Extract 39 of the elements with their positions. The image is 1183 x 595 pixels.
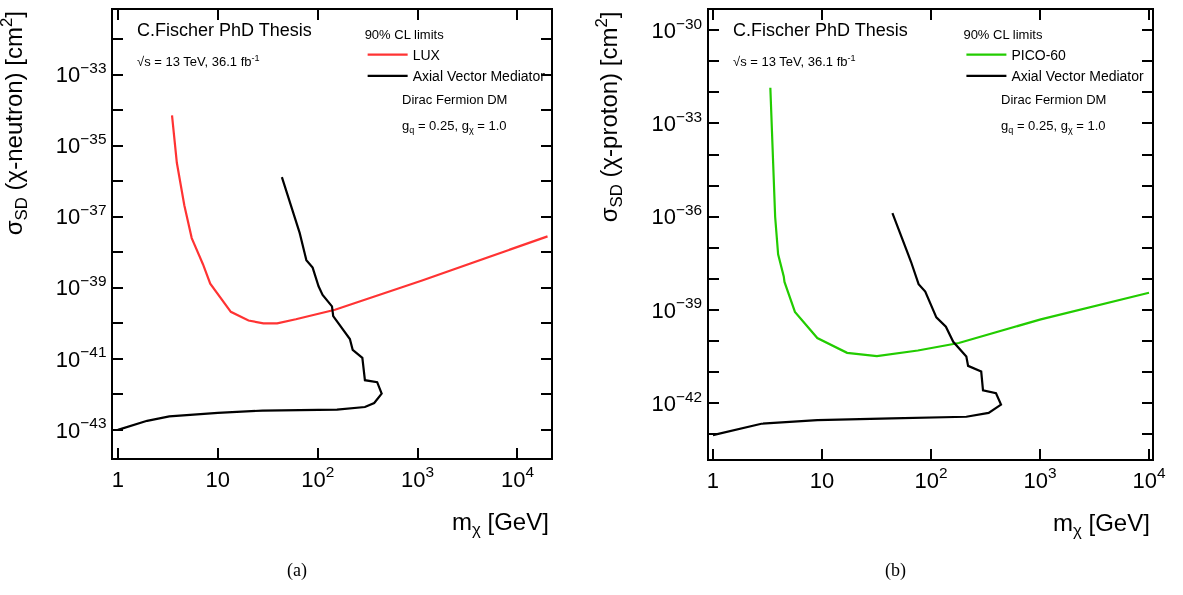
legend-label: LUX	[412, 47, 441, 64]
x-tick-label: 1	[111, 466, 125, 492]
annotation: Dirac Fermion DM	[1001, 92, 1107, 107]
y-tick-label: 10$^{−36}$	[651, 201, 703, 230]
annotation: g$_{q}$ = 0.25, g$_{χ}$ = 1.0	[1001, 118, 1106, 135]
annotation: C.Fischer PhD Thesis	[733, 20, 908, 40]
x-tick-label: 10$^{3}$	[1023, 464, 1057, 493]
x-tick-label: 10$^{4}$	[1132, 464, 1166, 493]
y-tick-label: 10$^{−39}$	[651, 294, 703, 323]
y-tick-label: 10$^{−30}$	[651, 14, 703, 43]
legend-title: 90% CL limits	[364, 27, 445, 43]
y-tick-label: 10$^{−33}$	[651, 107, 703, 137]
annotation: C.Fischer PhD Thesis	[137, 20, 312, 40]
x-tick-label: 10	[205, 466, 231, 492]
legend-label: Axial Vector Mediator	[1011, 68, 1145, 85]
legend-label: PICO-60	[1011, 47, 1067, 64]
y-tick-label: 10$^{−43}$	[55, 414, 107, 443]
annotation: Dirac Fermion DM	[402, 92, 508, 107]
y-tick-label: 10$^{−37}$	[55, 201, 107, 230]
legend-label: Axial Vector Mediator	[412, 68, 546, 85]
y-tick-label: 10$^{−35}$	[55, 130, 107, 159]
y-tick-label: 10$^{−39}$	[55, 272, 107, 301]
text: (a)	[287, 560, 307, 581]
x-tick-label: 10$^{2}$	[301, 463, 335, 492]
y-tick-label: 10$^{−42}$	[651, 387, 703, 417]
annotation: g$_{q}$ = 0.25, g$_{χ}$ = 1.0	[402, 118, 507, 135]
annotation: √s = 13 TeV, 36.1 fb$^{-1}$	[733, 53, 856, 70]
x-tick-label: 10$^{4}$	[500, 463, 535, 492]
x-tick-label: 1	[706, 467, 720, 493]
x-tick-label: 10$^{2}$	[914, 464, 948, 493]
x-axis-title: m$_{χ}$ [GeV]	[1053, 509, 1150, 541]
legend-title: 90% CL limits	[963, 27, 1043, 43]
x-axis-title: m$_{χ}$ [GeV]	[452, 508, 549, 540]
x-tick-label: 10	[809, 467, 835, 493]
x-tick-label: 10$^{3}$	[401, 463, 435, 492]
y-tick-label: 10$^{−33}$	[55, 59, 107, 88]
y-tick-label: 10$^{−41}$	[55, 343, 107, 372]
annotation: √s = 13 TeV, 36.1 fb$^{-1}$	[137, 53, 260, 70]
text: (b)	[885, 560, 906, 581]
